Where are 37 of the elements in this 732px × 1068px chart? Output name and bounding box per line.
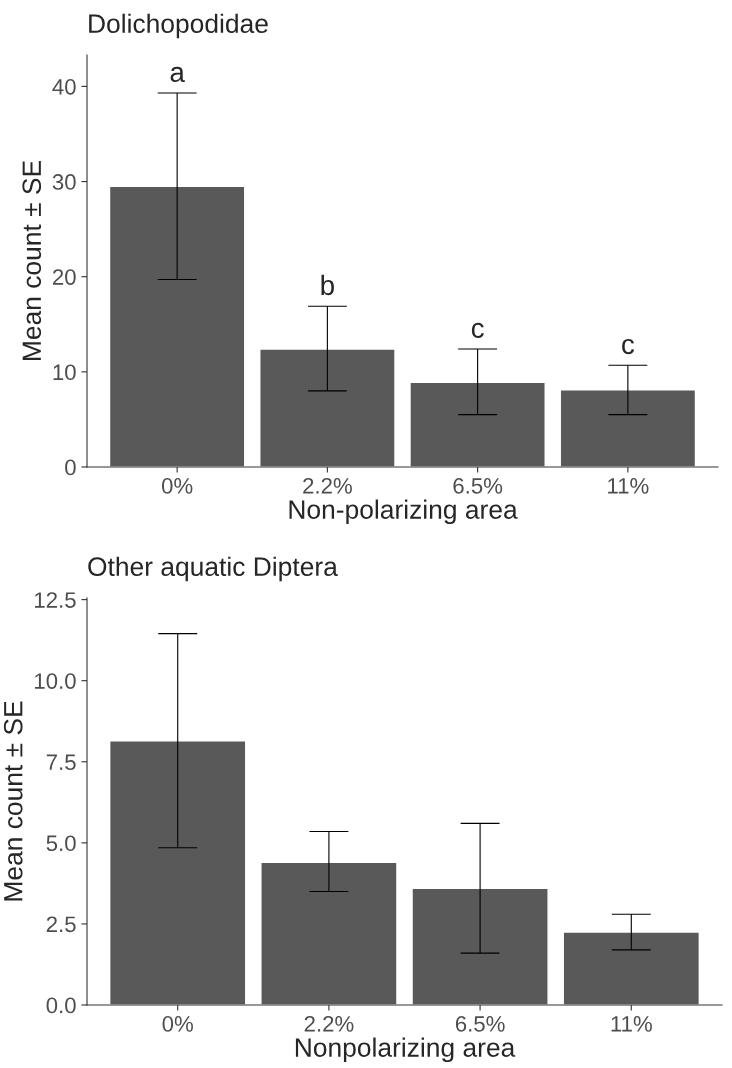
y-axis-title: Mean count ± SE xyxy=(22,161,42,360)
x-tick-label: 6.5% xyxy=(455,1016,505,1032)
bar xyxy=(108,185,246,467)
bar xyxy=(559,389,697,467)
y-tick-label: 0.0 xyxy=(46,997,76,1014)
x-tick-label: 6.5% xyxy=(453,478,503,494)
y-tick-label: 40 xyxy=(52,78,76,95)
annotation: c xyxy=(622,338,635,355)
bar xyxy=(259,348,396,467)
bar xyxy=(409,381,546,467)
y-axis-title: Mean count ± SE xyxy=(3,701,23,901)
annotation: c xyxy=(471,322,484,338)
chart-title: Other aquatic Diptera xyxy=(88,556,338,582)
annotation: b xyxy=(321,274,334,296)
y-tick-label: 10 xyxy=(53,364,76,381)
x-axis-title: Non-polarizing area xyxy=(289,499,518,525)
y-tick-label: 10.0 xyxy=(35,673,76,689)
y-tick-label: 2.5 xyxy=(46,916,76,933)
y-tick-label: 5.0 xyxy=(46,835,76,852)
x-tick-label: 2.2% xyxy=(303,478,352,494)
annotation: a xyxy=(170,66,185,83)
y-tick-label: 7.5 xyxy=(46,754,76,771)
bar xyxy=(411,887,549,1005)
bar xyxy=(108,739,247,1005)
x-tick-label: 11% xyxy=(611,1016,652,1032)
bar xyxy=(260,861,398,1005)
y-tick-label: 30 xyxy=(52,174,76,190)
x-tick-label: 2.2% xyxy=(304,1016,354,1032)
x-axis-title: Nonpolarizing area xyxy=(295,1037,516,1063)
y-tick-label: 20 xyxy=(52,269,76,285)
y-tick-label: 12.5 xyxy=(35,592,76,608)
x-tick-label: 0% xyxy=(161,478,193,494)
x-tick-label: 0% xyxy=(162,1016,193,1032)
y-tick-label: 0 xyxy=(65,459,76,476)
bar xyxy=(562,931,701,1005)
x-tick-label: 11% xyxy=(608,478,649,494)
chart-title: Dolichopodidae xyxy=(89,13,268,39)
